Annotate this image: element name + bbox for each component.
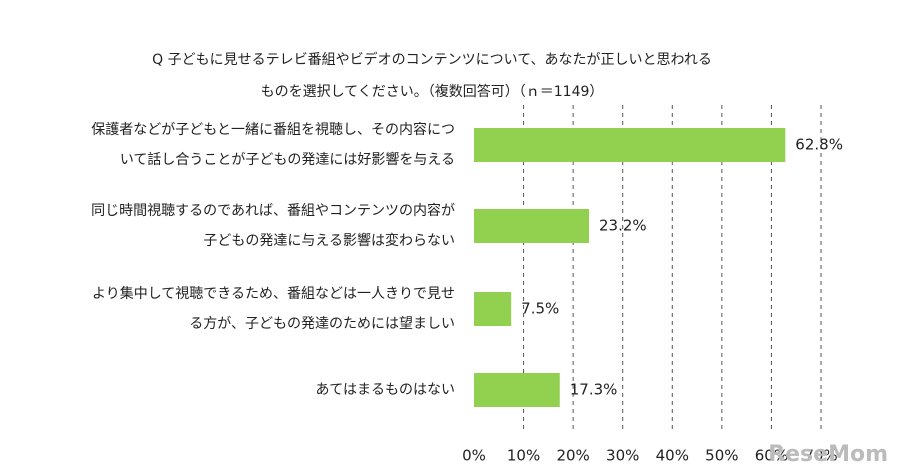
value-label: 7.5%: [521, 300, 559, 318]
x-tick-label: 30%: [606, 447, 639, 465]
y-tick-label: 同じ時間視聴するのであれば、番組やコンテンツの内容が子どもの発達に与える影響は変…: [91, 202, 455, 249]
y-tick-label: 保護者などが子どもと一緒に番組を視聴し、その内容について話し合うことが子どもの発…: [91, 121, 455, 168]
y-tick-label: あてはまるものはない: [316, 382, 455, 398]
bar: [474, 209, 590, 243]
bar: [474, 373, 560, 407]
x-tick-label: 20%: [556, 447, 589, 465]
x-tick-label: 60%: [755, 447, 788, 465]
watermark: ReseMom: [768, 442, 888, 467]
label-line: いて話し合うことが子どもの発達には好影響を与える: [120, 151, 455, 168]
label-line: 保護者などが子どもと一緒に番組を視聴し、その内容につ: [91, 121, 455, 138]
bar: [474, 128, 786, 162]
bar: [474, 292, 512, 326]
label-line: あてはまるものはない: [316, 382, 455, 398]
label-line: る方が、子どもの発達のためには望ましい: [189, 316, 455, 332]
label-line: 子どもの発達に与える影響は変わらない: [203, 232, 455, 249]
x-tick-label: 70%: [804, 447, 837, 465]
x-tick-label: 40%: [656, 447, 689, 465]
value-label: 23.2%: [599, 217, 647, 235]
chart-title: ものを選択してください。（複数回答可）（ｎ＝1149）: [261, 83, 604, 100]
value-label: 62.8%: [795, 136, 843, 154]
value-label: 17.3%: [570, 381, 618, 399]
label-line: より集中して視聴できるため、番組などは一人きりで見せ: [92, 285, 455, 302]
x-tick-label: 50%: [705, 447, 738, 465]
x-tick-label: 0%: [462, 447, 486, 465]
x-tick-label: 10%: [507, 447, 540, 465]
y-tick-label: より集中して視聴できるため、番組などは一人きりで見せる方が、子どもの発達のために…: [92, 285, 455, 332]
chart-title: Q 子どもに見せるテレビ番組やビデオのコンテンツについて、あなたが正しいと思われ…: [152, 51, 712, 68]
label-line: 同じ時間視聴するのであれば、番組やコンテンツの内容が: [91, 202, 455, 219]
